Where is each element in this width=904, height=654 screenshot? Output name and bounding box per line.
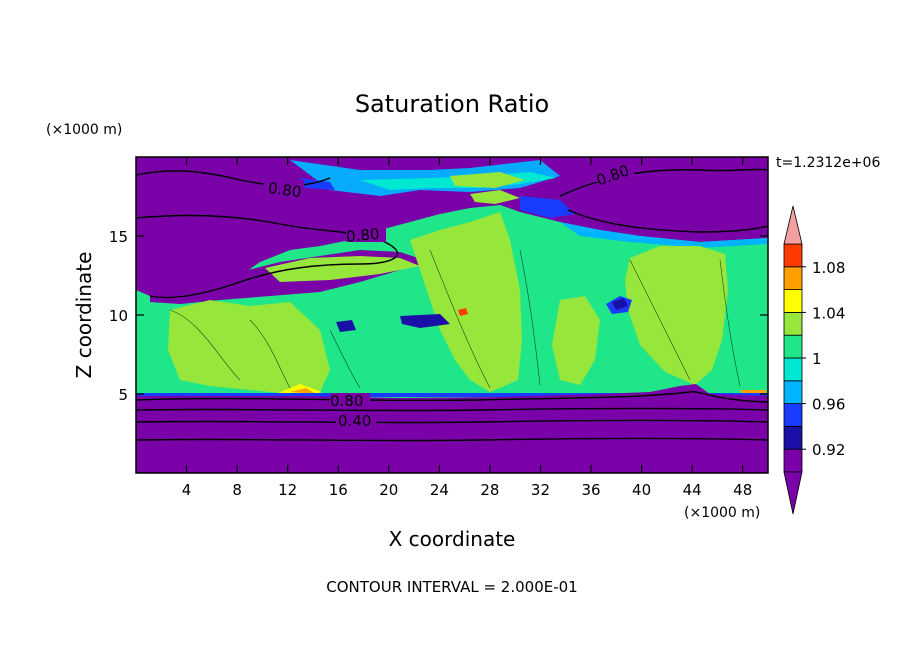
contour-line-040 (136, 419, 768, 424)
contour-label: 0.80 (330, 392, 363, 410)
plot-area: 0.80 0.80 0.80 0.80 0.40 (136, 157, 768, 473)
x-tick-label: 40 (632, 481, 651, 499)
lower-dry-region (136, 384, 768, 473)
contour-label-bg (264, 180, 304, 198)
upper-lime-patch-2 (470, 190, 520, 204)
x-tick-label: 44 (683, 481, 702, 499)
x-tick-label: 4 (182, 481, 192, 499)
colorbar-tick-label: 0.96 (812, 396, 845, 414)
contour-line-080-right-loop (567, 209, 768, 233)
y-axis-label: Z coordinate (72, 252, 96, 379)
colorbar-over-arrow (783, 205, 803, 245)
contour-line-080-upper-loop (136, 214, 399, 299)
x-tick-label: 48 (733, 481, 752, 499)
y-tick-label: 10 (109, 307, 128, 325)
x-tick-label: 36 (581, 481, 600, 499)
colorbar-tick-label: 0.92 (812, 441, 845, 459)
contour-label-bg (330, 393, 370, 407)
contour-label: 0.80 (345, 225, 380, 246)
contour-line-thin (169, 249, 741, 389)
colorbar-swatch (783, 425, 803, 450)
y-axis-ticks: 5 10 15 (109, 228, 768, 404)
orange-speck (458, 308, 468, 316)
colorbar-swatch (783, 243, 803, 268)
lime-region-mid (552, 296, 600, 385)
blue-patch-mid (400, 314, 450, 328)
colorbar-swatch (783, 448, 803, 473)
colorbar-swatch (783, 403, 803, 427)
contour-lines (136, 168, 768, 442)
colorbar-swatch (783, 311, 803, 336)
contour-line-thin-left (169, 309, 361, 389)
contour-label-bg (346, 224, 386, 242)
upper-blue-streak (520, 196, 575, 218)
colorbar-tick-label: 1.04 (812, 304, 845, 322)
lime-region-left (168, 300, 330, 394)
x-tick-label: 16 (329, 481, 348, 499)
colorbar-swatch (783, 289, 803, 313)
x-tick-label: 28 (480, 481, 499, 499)
contour-label-bg (594, 164, 634, 182)
blue-patch-left (336, 320, 356, 332)
contour-labels: 0.80 0.80 0.80 0.80 0.40 (264, 161, 634, 430)
x-tick-label: 24 (430, 481, 449, 499)
lime-region-right (625, 246, 728, 385)
x-tick-label: 8 (232, 481, 242, 499)
time-label: t=1.2312e+06 (776, 155, 880, 171)
upper-blue-streak-2 (300, 178, 335, 190)
x-tick-label: 12 (278, 481, 297, 499)
navy-patch-right (612, 298, 628, 310)
chart-title: Saturation Ratio (355, 90, 549, 118)
x-tick-label: 32 (531, 481, 550, 499)
x-axis-label: X coordinate (389, 527, 516, 551)
colorbar-tick-label: 1.08 (812, 259, 845, 277)
contour-line-thin-right (629, 259, 741, 387)
x-tick-label: 20 (379, 481, 398, 499)
contour-line-080-surface (136, 391, 768, 403)
colorbar-swatch (783, 357, 803, 382)
y-tick-label: 15 (109, 228, 128, 246)
contour-interval-footer: CONTOUR INTERVAL = 2.000E-01 (326, 578, 577, 596)
contour-label-bg (336, 413, 376, 429)
colorbar-swatch (783, 266, 803, 290)
y-tick-label: 5 (118, 386, 128, 404)
colorbar: 0.92 0.96 1 1.04 1.08 (783, 205, 845, 515)
upper-lime-patch-1 (450, 172, 525, 188)
colorbar-under-arrow (783, 471, 803, 515)
contour-line-thin-center (429, 249, 541, 389)
contour-line-020 (136, 437, 768, 442)
contour-label: 0.40 (338, 412, 371, 430)
contour-label: 0.80 (267, 179, 303, 201)
x-axis-ticks: 4 8 12 16 20 24 28 32 36 40 44 48 (182, 157, 752, 499)
colorbar-tick-label: 1 (812, 350, 822, 368)
contour-line-060 (136, 407, 768, 412)
surface-blue-band (136, 393, 768, 397)
y-unit-label: (×1000 m) (46, 122, 122, 138)
contour-field (136, 157, 768, 473)
upper-right-cyan (560, 222, 768, 248)
lime-region-center (410, 212, 522, 392)
contour-line-080-right (559, 168, 768, 197)
colorbar-swatch (783, 380, 803, 404)
x-unit-label: (×1000 m) (684, 505, 760, 521)
orange-strip-left (290, 388, 316, 394)
colorbar-swatch (783, 334, 803, 359)
